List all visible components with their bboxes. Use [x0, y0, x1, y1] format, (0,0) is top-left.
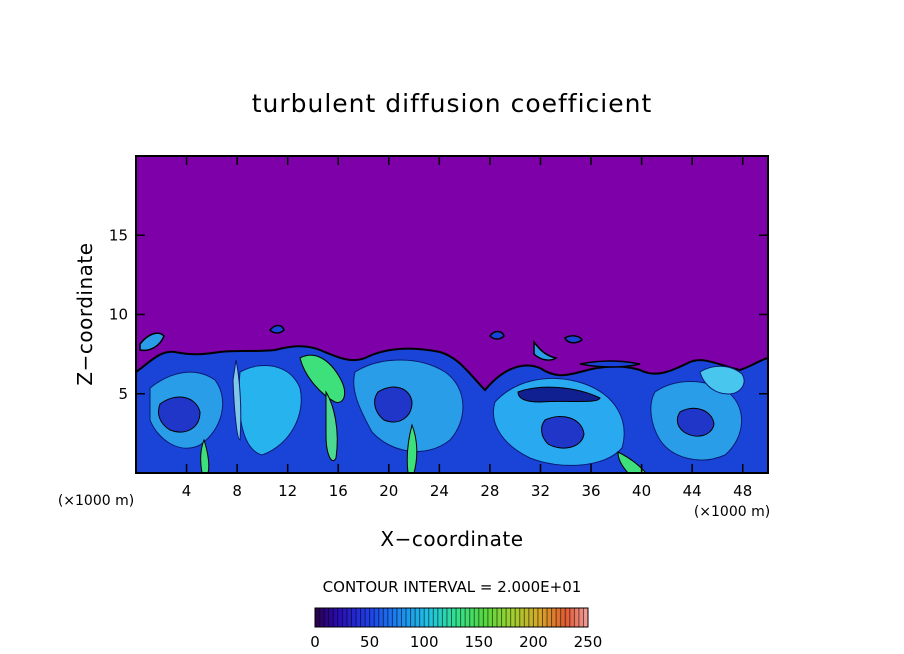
high-value-streak [617, 451, 647, 473]
x-tick-label: 4 [182, 482, 192, 500]
eddy [541, 416, 585, 449]
colorbar-tick-label: 100 [410, 633, 439, 651]
high-value-streak [325, 390, 338, 462]
x-tick-label: 32 [531, 482, 550, 500]
detached-patch [268, 324, 285, 334]
detached-patch [564, 335, 583, 344]
y-tick-label: 5 [118, 385, 128, 403]
colorbar-tick-label: 50 [360, 633, 379, 651]
x-tick-label: 28 [480, 482, 499, 500]
eddy [374, 386, 413, 423]
x-tick-label: 44 [683, 482, 702, 500]
colorbar-tick-label: 150 [464, 633, 493, 651]
colorbar-tick-label: 0 [310, 633, 320, 651]
x-axis-ticks: 4 8 12 16 20 24 28 32 36 40 44 48 [182, 156, 752, 500]
x-tick-label: 36 [581, 482, 600, 500]
eddy [676, 408, 715, 437]
eddy [517, 386, 601, 403]
x-axis-unit: (×1000 m) [694, 504, 770, 520]
x-tick-label: 40 [632, 482, 651, 500]
plume [699, 365, 745, 395]
high-value-streak [406, 423, 418, 473]
detached-patch [489, 330, 505, 340]
colorbar-tick-labels: 0 50 100 150 200 250 [310, 633, 602, 651]
chart-title: turbulent diffusion coefficient [252, 89, 653, 118]
detached-patch [139, 332, 165, 352]
colorbar-stripes [319, 608, 589, 627]
x-tick-label: 12 [278, 482, 297, 500]
x-tick-label: 20 [379, 482, 398, 500]
contour-interval-label: CONTOUR INTERVAL = 2.000E+01 [323, 578, 582, 596]
detached-patch [533, 339, 558, 361]
colorbar: 0 50 100 150 200 250 [310, 607, 602, 651]
x-tick-label: 16 [329, 482, 348, 500]
plot-area [136, 156, 768, 473]
x-tick-label: 24 [430, 482, 449, 500]
high-value-streak [299, 354, 346, 403]
y-axis-title: Z−coordinate [73, 242, 97, 385]
y-axis-unit: (×1000 m) [58, 493, 134, 509]
x-tick-label: 48 [733, 482, 752, 500]
x-tick-label: 8 [232, 482, 242, 500]
high-value-streak [200, 438, 210, 473]
colorbar-frame [314, 607, 589, 628]
eddy [157, 396, 201, 433]
plume [238, 364, 302, 456]
high-value-streak [232, 359, 242, 441]
y-tick-label: 15 [109, 226, 128, 244]
colorbar-tick-label: 250 [574, 633, 603, 651]
x-axis-title: X−coordinate [380, 527, 523, 551]
y-axis-ticks: 5 10 15 [109, 226, 768, 403]
detached-patch [579, 360, 641, 368]
colorbar-tick-label: 200 [519, 633, 548, 651]
y-tick-label: 10 [109, 306, 128, 324]
